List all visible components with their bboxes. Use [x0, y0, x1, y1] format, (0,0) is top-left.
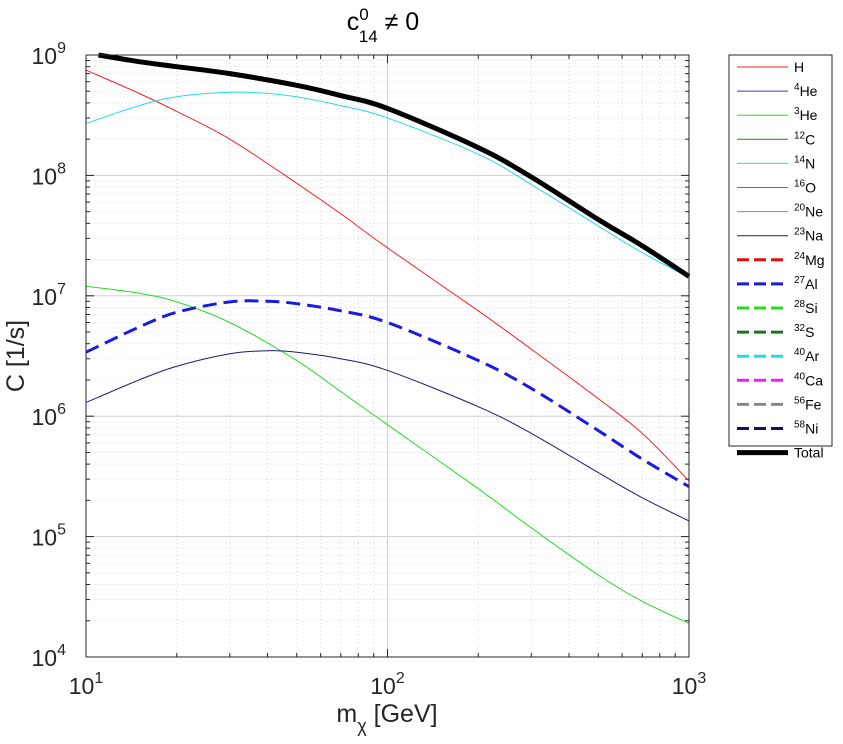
x-axis-label: mχ [GeV]	[336, 700, 437, 736]
major-grid	[86, 55, 689, 657]
xlabel-sub: χ	[357, 716, 367, 736]
legend-label-58ni: 58Ni	[794, 420, 818, 437]
title-base: c	[347, 8, 360, 36]
chart-title: c0 14 ≠ 0	[347, 5, 419, 46]
y-tick-label: 108	[32, 160, 67, 189]
x-tick-label: 102	[370, 670, 405, 699]
series-line-3he	[85, 285, 690, 624]
x-tick-label: 101	[69, 670, 104, 699]
xlabel-base: m	[336, 700, 357, 728]
legend-label-4he: 4He	[794, 82, 818, 99]
legend-label-56fe: 56Fe	[794, 395, 822, 412]
y-tick-label: 109	[32, 40, 67, 69]
legend-label-20ne: 20Ne	[794, 203, 823, 220]
y-tick-labels: 104 105 106 107 108 109	[32, 40, 67, 671]
series-line-23na	[85, 350, 690, 522]
xlabel-rest: [GeV]	[367, 700, 438, 728]
title-sup: 0	[359, 5, 368, 24]
legend-label-3he: 3He	[794, 106, 818, 123]
legend-label-h: H	[794, 59, 804, 75]
legend-label-28si: 28Si	[794, 299, 818, 316]
legend-label-total: Total	[794, 445, 824, 461]
series-layer	[85, 52, 691, 624]
minor-grid	[86, 55, 689, 657]
legend-label-14n: 14N	[794, 154, 815, 171]
legend-label-32s: 32S	[794, 323, 814, 340]
series-line-h	[85, 69, 690, 482]
y-tick-label: 106	[32, 401, 67, 430]
legend-label-23na: 23Na	[794, 227, 823, 244]
series-line-27al	[85, 299, 690, 488]
tick-marks	[85, 54, 690, 658]
legend-label-27al: 27Al	[794, 275, 818, 292]
x-tick-labels: 101 102 103	[69, 670, 707, 699]
y-tick-label: 105	[32, 522, 67, 551]
legend-label-16o: 16O	[794, 179, 816, 196]
title-sub: 14	[359, 27, 378, 46]
title-rest: ≠ 0	[378, 8, 420, 36]
y-axis-label: C [1/s]	[2, 320, 30, 392]
y-tick-label: 104	[32, 642, 67, 671]
y-tick-label: 107	[32, 281, 67, 310]
legend-items: H 4He 3He 12C 14N 16O 20Ne 23Na 24Mg 27Al 28Si 32S 4…	[737, 59, 825, 461]
legend-label-40ar: 40Ar	[794, 347, 819, 364]
legend-label-40ca: 40Ca	[794, 371, 823, 388]
legend: H 4He 3He 12C 14N 16O 20Ne 23Na 24Mg 27Al 28Si 32S 4…	[728, 54, 833, 461]
legend-label-24mg: 24Mg	[794, 251, 825, 268]
series-line-total	[98, 52, 691, 279]
x-tick-label: 103	[672, 670, 707, 699]
series-line-14n	[85, 91, 690, 278]
legend-label-12c: 12C	[794, 130, 815, 147]
